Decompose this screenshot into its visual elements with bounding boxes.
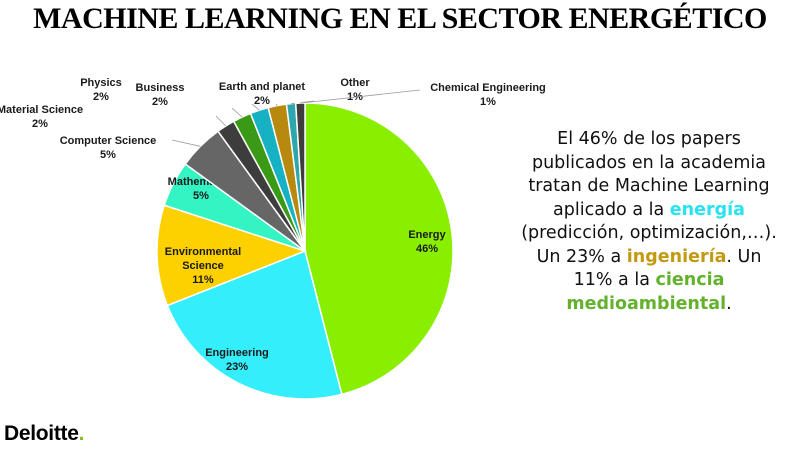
slice-name: Earth and planet — [219, 81, 306, 93]
leader-line — [251, 103, 260, 111]
slice-label: Chemical Engineering 1% — [430, 82, 546, 108]
slice-value: 11% — [192, 274, 214, 286]
slice-label: Material Science 2% — [0, 104, 83, 130]
leader-line — [231, 107, 243, 118]
slice-name: Business — [136, 82, 185, 94]
slice-name: Chemical Engineering — [430, 82, 546, 94]
slice-label: Earth and planet 2% — [219, 81, 306, 107]
slice-value: 2% — [254, 95, 270, 107]
slice-value: 2% — [93, 91, 109, 103]
deloitte-logo: Deloitte. — [4, 422, 84, 446]
slice-value: 1% — [480, 96, 496, 108]
summary-segment: . Un 11% a la — [573, 246, 762, 291]
summary-text: El 46% de los papers publicados en la ac… — [518, 128, 780, 316]
slice-name: Material Science — [0, 104, 83, 116]
logo-name: Deloitte — [4, 422, 79, 445]
slice-value: 2% — [152, 96, 168, 108]
slice-name: Other — [340, 77, 370, 89]
slice-name: Environmental — [165, 246, 241, 258]
slice-label: Energy 46% — [408, 229, 446, 255]
pie-slice — [304, 102, 454, 396]
slice-label: Environmental Science 11% — [165, 246, 241, 286]
pie-slice — [294, 102, 306, 252]
slice-name: Science — [182, 260, 224, 272]
slice-label: Business 2% — [136, 82, 185, 108]
slice-label: Other 1% — [340, 77, 370, 103]
summary-segment: (predicción, optimización,…). Un 23% a — [521, 223, 777, 267]
slice-label: Physics 2% — [80, 77, 122, 103]
summary-highlight: ciencia medioambiental — [566, 270, 727, 314]
leader-line — [171, 139, 201, 147]
summary-segment: El 46% de los papers publicados en la ac… — [528, 129, 770, 220]
slice-name: Engineering — [205, 347, 269, 359]
logo-dot: . — [78, 422, 85, 445]
slice-value: 46% — [416, 243, 438, 255]
slice-value: 2% — [32, 118, 48, 130]
page-title: MACHINE LEARNING EN EL SECTOR ENERGÉTICO — [33, 2, 767, 35]
slice-name: Energy — [408, 229, 446, 241]
slice-value: 5% — [100, 149, 116, 161]
summary-segment: . — [726, 293, 732, 314]
leader-line — [300, 89, 421, 104]
pie-slice — [166, 249, 343, 400]
slice-value: 23% — [226, 361, 248, 373]
slice-label: Computer Science 5% — [60, 135, 157, 161]
summary-highlight: energía — [669, 199, 745, 220]
slice-name: Computer Science — [60, 135, 157, 147]
slice-value: 5% — [193, 190, 209, 202]
leader-line — [275, 103, 278, 106]
leader-line — [215, 115, 226, 127]
pie-slice — [156, 204, 308, 307]
slice-name: Physics — [80, 77, 122, 89]
slice-label: Engineering 23% — [205, 347, 269, 373]
summary-highlight: ingeniería — [626, 246, 727, 267]
